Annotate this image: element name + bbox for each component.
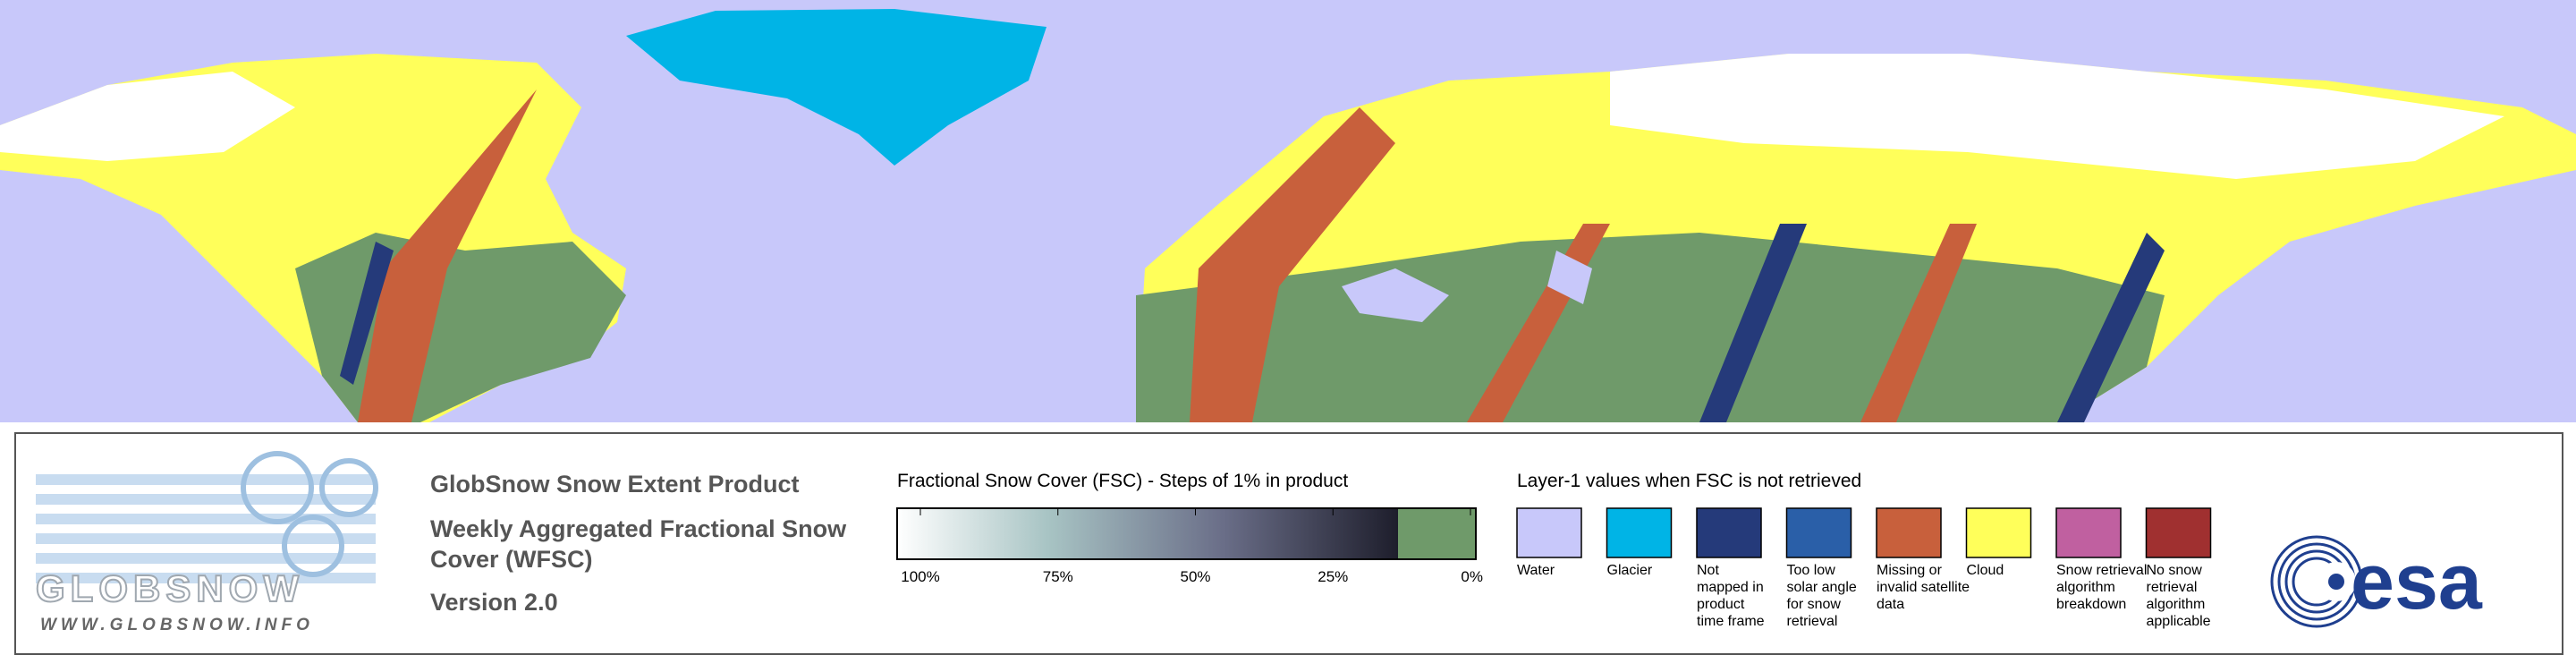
layer1-label: Too low — [1787, 563, 1836, 578]
logo-name: GLOBSNOW — [36, 567, 304, 609]
layer1-swatch — [1876, 507, 1942, 558]
layer1-label: retrieval — [2147, 580, 2198, 595]
fsc-ticks: 100% 75% 50% 25% 0% — [901, 508, 1483, 585]
fsc-tick-label: 0% — [1461, 568, 1483, 585]
layer1-swatch — [2145, 507, 2212, 558]
layer1-swatch — [1606, 507, 1673, 558]
fsc-tick-label: 75% — [1043, 568, 1073, 585]
layer1-label: retrieval — [1787, 614, 1838, 629]
layer1-label: Snow retrieval — [2056, 563, 2147, 578]
layer1-swatch — [2055, 507, 2122, 558]
fsc-title: Fractional Snow Cover (FSC) - Steps of 1… — [897, 471, 1348, 491]
layer1-label: Cloud — [1967, 563, 2004, 578]
fsc-bar-frame — [896, 507, 1477, 560]
layer1-label: Glacier — [1607, 563, 1653, 578]
layer1-label: No snow — [2147, 563, 2203, 578]
fsc-zero-swatch — [1398, 508, 1476, 559]
logo-url: WWW.GLOBSNOW.INFO — [40, 616, 314, 634]
layer1-swatch — [1696, 507, 1762, 558]
esa-text: esa — [2351, 537, 2483, 625]
esa-logo: esa — [2270, 535, 2483, 628]
globsnow-logo: GLOBSNOW WWW.GLOBSNOW.INFO — [35, 451, 378, 634]
layer1-label: Missing or — [1877, 563, 1943, 578]
fsc-gradient — [897, 508, 1398, 559]
fsc-tick-label: 25% — [1318, 568, 1348, 585]
layer1-label: invalid satellite — [1877, 580, 1970, 595]
layer1-label: algorithm — [2147, 597, 2206, 612]
fsc-tick-label: 100% — [901, 568, 939, 585]
layer1-label: applicable — [2147, 614, 2211, 629]
layer1-label: time frame — [1697, 614, 1765, 629]
product-subtitle: Cover (WFSC) — [430, 546, 593, 573]
fsc-tick-label: 50% — [1180, 568, 1210, 585]
layer1-title: Layer-1 values when FSC is not retrieved — [1517, 471, 1861, 491]
layer1-label: data — [1877, 597, 1904, 612]
product-subtitle: Weekly Aggregated Fractional Snow — [430, 515, 847, 542]
layer1-label: solar angle — [1787, 580, 1857, 595]
layer1-label: product — [1697, 597, 1745, 612]
snow-map — [0, 0, 2576, 422]
layer1-swatch — [1965, 507, 2032, 558]
layer1-label: Not — [1697, 563, 1719, 578]
layer1-swatch — [1516, 507, 1582, 558]
layer1-swatch — [1785, 507, 1852, 558]
product-version: Version 2.0 — [430, 589, 558, 616]
layer1-label: mapped in — [1697, 580, 1764, 595]
layer1-label: for snow — [1787, 597, 1842, 612]
layer1-label: breakdown — [2056, 597, 2126, 612]
product-title: GlobSnow Snow Extent Product — [430, 471, 800, 498]
layer1-label: Water — [1517, 563, 1555, 578]
layer1-label: algorithm — [2056, 580, 2115, 595]
layer1-items: Water Glacier Not mapped in product time fram… — [1516, 507, 2212, 629]
